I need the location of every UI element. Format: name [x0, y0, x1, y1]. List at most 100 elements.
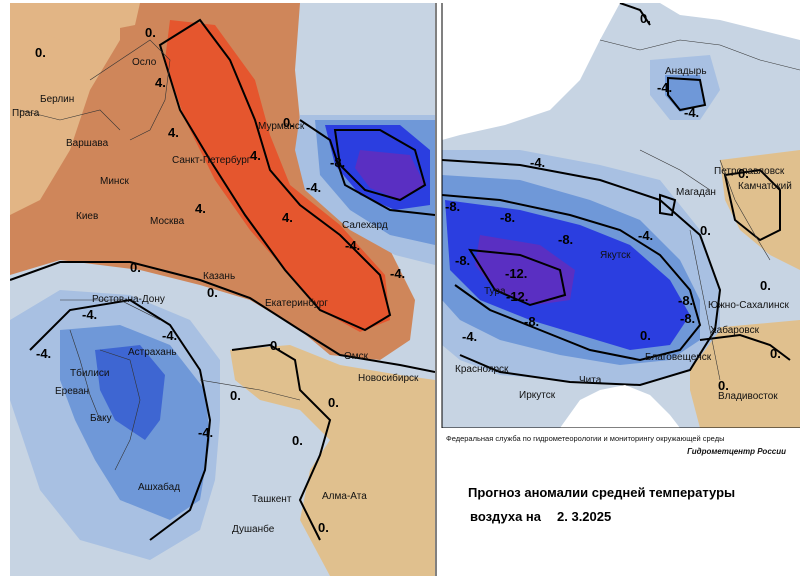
- city-label: Москва: [150, 216, 185, 227]
- isoline-label: 0.: [292, 433, 303, 448]
- right-map: [442, 3, 800, 428]
- mild-warm-region: [10, 3, 120, 215]
- isoline-label: 0.: [207, 285, 218, 300]
- isoline-label: -4.: [82, 307, 97, 322]
- city-label: Прага: [12, 108, 40, 119]
- isoline-label: -8.: [678, 293, 693, 308]
- city-label: Анадырь: [665, 66, 707, 77]
- isoline-label: -4.: [638, 228, 653, 243]
- isoline-label: -8.: [445, 199, 460, 214]
- isoline-label: 4.: [282, 210, 293, 225]
- isoline-label: -4.: [657, 80, 672, 95]
- city-label: Берлин: [40, 94, 74, 105]
- extreme-cold-region-northeast: [355, 150, 425, 200]
- isoline-label: 4.: [168, 125, 179, 140]
- isoline-label: 4.: [250, 148, 261, 163]
- caption-panel: Федеральная служба по гидрометеорологии …: [440, 428, 800, 576]
- city-label: Владивосток: [718, 391, 778, 402]
- left-isolines: [10, 18, 435, 541]
- city-label: Южно-Сахалинск: [708, 300, 789, 311]
- isoline-label: -12.: [505, 266, 527, 281]
- city-label: Варшава: [66, 138, 109, 149]
- isoline-label: 0.: [35, 45, 46, 60]
- city-label: Казань: [203, 271, 235, 282]
- city-label: Тура: [484, 286, 506, 297]
- city-label: Ашхабад: [138, 481, 180, 493]
- isoline-label: 0.: [738, 166, 749, 181]
- city-label: Екатеринбург: [265, 297, 328, 309]
- city-label: Тбилиси: [70, 367, 109, 379]
- isoline-label: -4.: [198, 425, 213, 440]
- isoline-label: 0.: [760, 278, 771, 293]
- arctic-white: [442, 3, 620, 140]
- city-label: Петропавловск: [714, 166, 785, 177]
- isoline-label: 0.: [640, 11, 651, 26]
- left-map: [10, 3, 435, 576]
- city-label: Ростов-на-Дону: [92, 294, 165, 305]
- forecast-subtitle: воздуха на 2. 3.2025: [470, 509, 611, 524]
- left-coastlines: [19, 39, 301, 471]
- city-label: Салехард: [342, 220, 388, 231]
- left-city-labels: Осло Берлин Прага Варшава Минск Киев Мос…: [12, 57, 419, 535]
- city-label: Санкт-Петербург: [172, 154, 251, 166]
- isoline-label: -8.: [558, 232, 573, 247]
- isoline-label: -4.: [36, 346, 51, 361]
- city-label: Омск: [344, 351, 369, 362]
- city-label: Магадан: [676, 187, 716, 198]
- forecast-date: 2. 3.2025: [557, 509, 612, 524]
- sand-region-southeast: [230, 345, 435, 576]
- isoline-label: -4.: [390, 266, 405, 281]
- city-label: Киев: [76, 211, 98, 222]
- isoline-label: -8.: [500, 210, 515, 225]
- city-label: Ташкент: [252, 494, 292, 505]
- brand-name: Гидрометцентр России: [687, 447, 786, 456]
- isoline-label: 0.: [770, 346, 781, 361]
- city-label: Якутск: [600, 250, 631, 261]
- isoline-label: 0.: [328, 395, 339, 410]
- city-label: Чита: [579, 375, 602, 386]
- isoline-label: 0.: [283, 115, 294, 130]
- city-label: Камчатский: [738, 181, 792, 192]
- city-label: Баку: [90, 413, 112, 424]
- isoline-label: 0.: [270, 338, 281, 353]
- panel-divider: [436, 3, 442, 576]
- city-label: Мурманск: [258, 121, 305, 132]
- forecast-subtitle-text: воздуха на: [470, 509, 542, 524]
- isoline-label: 0.: [718, 378, 729, 393]
- city-label: Иркутск: [519, 390, 556, 401]
- right-coastlines: [599, 39, 800, 381]
- city-label: Душанбе: [232, 523, 275, 535]
- city-label: Астрахань: [128, 347, 177, 358]
- strong-warm-region: [165, 20, 390, 332]
- isoline-label: -12.: [506, 289, 528, 304]
- isoline-label: -8.: [524, 314, 539, 329]
- isoline-label: 0.: [700, 223, 711, 238]
- isoline-label: 4.: [195, 201, 206, 216]
- isoline-label: -8.: [680, 311, 695, 326]
- isoline-label: -4.: [162, 328, 177, 343]
- isoline-label: -4.: [684, 105, 699, 120]
- city-label: Красноярск: [455, 364, 509, 375]
- isoline-label: -4.: [345, 238, 360, 253]
- isoline-label: -4.: [530, 155, 545, 170]
- city-label: Осло: [132, 57, 157, 68]
- right-city-labels: Тура Анадырь Петропавловск Камчатский Ма…: [455, 66, 792, 402]
- isoline-label: 0.: [318, 520, 329, 535]
- isoline-label: 0.: [130, 260, 141, 275]
- right-isoline-labels: 0. -4. -4. -4. -8. -8. -8. -12. -12. -8.…: [445, 11, 781, 393]
- forecast-title: Прогноз аномалии средней температуры: [468, 485, 736, 500]
- right-isolines: [442, 3, 791, 387]
- city-label: Минск: [100, 176, 129, 187]
- isoline-label: 0.: [230, 388, 241, 403]
- isoline-label: -4.: [306, 180, 321, 195]
- isoline-label: -8.: [455, 253, 470, 268]
- cold-region-caspian: [95, 345, 165, 440]
- city-label: Ереван: [55, 386, 89, 397]
- isoline-label: -8.: [330, 155, 345, 170]
- left-isoline-labels: 0. 0. 4. 4. 4. 4. 4. 0. -4. -8. -4. -4. …: [35, 25, 405, 535]
- city-label: Новосибирск: [358, 372, 419, 384]
- city-label: Благовещенск: [645, 352, 712, 363]
- isoline-label: 0.: [145, 25, 156, 40]
